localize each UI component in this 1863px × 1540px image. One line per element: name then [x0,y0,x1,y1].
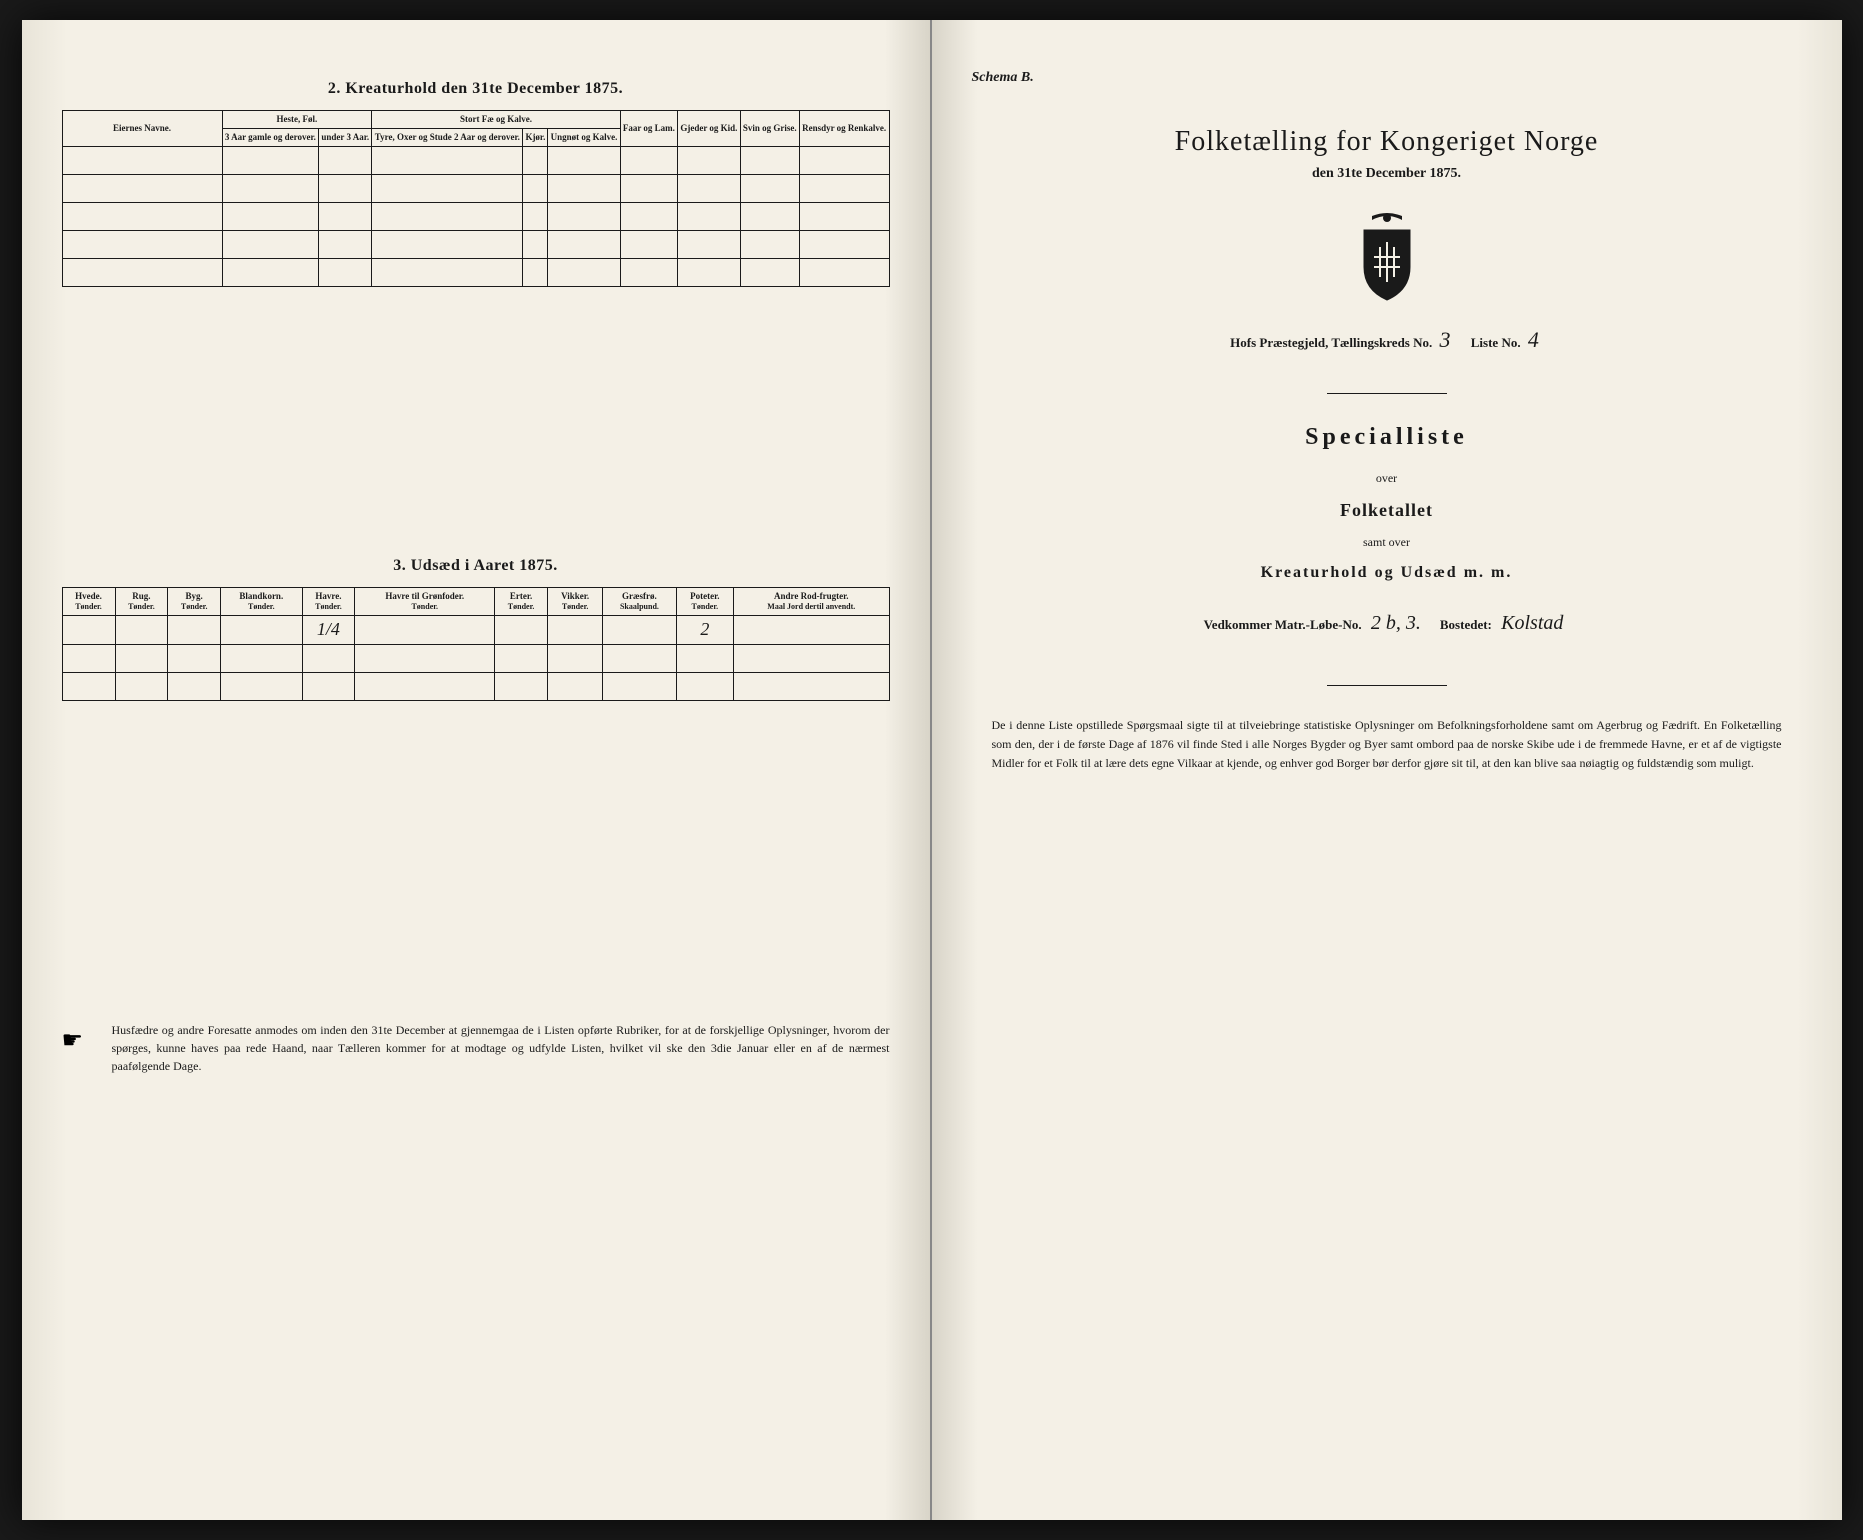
col-eier: Eiernes Navne. [62,111,222,147]
book-spread: 2. Kreaturhold den 31te December 1875. E… [22,20,1842,1520]
divider [1327,393,1447,394]
section2-title: 2. Kreaturhold den 31te December 1875. [62,80,890,98]
section3-title: 3. Udsæd i Aaret 1875. [62,557,890,575]
divider [1327,685,1447,686]
table-row [62,202,889,230]
col-fae: Stort Fæ og Kalve. [372,111,620,129]
kreatur-title: Kreaturhold og Udsæd m. m. [972,564,1802,582]
specialliste-title: Specialliste [972,424,1802,451]
title-block: Folketælling for Kongeriget Norge den 31… [972,126,1802,182]
col-heste-b: under 3 Aar. [319,128,372,146]
sub-date: den 31te December 1875. [972,166,1802,182]
table-row [62,174,889,202]
liste-label: Liste No. [1471,335,1521,350]
meta-line: Hofs Præstegjeld, Tællingskreds No. 3 Li… [972,327,1802,353]
val-poteter: 2 [676,616,733,645]
col-fae-b: Kjør. [523,128,548,146]
praestegjeld-label: Hofs Præstegjeld, Tællingskreds No. [1230,335,1432,350]
col-poteter: Poteter.Tønder. [676,587,733,616]
footnote-text: Husfædre og andre Foresatte anmodes om i… [112,1023,890,1073]
col-faar: Faar og Lam. [620,111,677,147]
crest-icon [972,212,1802,307]
table-row [62,672,889,700]
col-byg: Byg.Tønder. [168,587,221,616]
udsad-data-row: 1/4 2 [62,616,889,645]
kreds-no: 3 [1440,327,1451,352]
col-blandkorn: Blandkorn.Tønder. [221,587,302,616]
vedkommer-line: Vedkommer Matr.-Løbe-No. 2 b, 3. Bostede… [972,612,1802,635]
left-footnote: ☛ Husfædre og andre Foresatte anmodes om… [62,1021,890,1075]
vedkommer-label-b: Bostedet: [1440,617,1492,632]
right-footnote: De i denne Liste opstillede Spørgsmaal s… [972,716,1802,774]
col-fae-a: Tyre, Oxer og Stude 2 Aar og derover. [372,128,523,146]
col-heste-a: 3 Aar gamle og derover. [222,128,319,146]
col-gjeder: Gjeder og Kid. [678,111,741,147]
table-row [62,146,889,174]
matr-no: 2 b, 3. [1371,612,1421,634]
udsad-table: Hvede.Tønder. Rug.Tønder. Byg.Tønder. Bl… [62,587,890,701]
col-fae-c: Ungnøt og Kalve. [548,128,620,146]
col-erter: Erter.Tønder. [495,587,548,616]
col-rodfrugter: Andre Rod-frugter.Maal Jord dertil anven… [734,587,889,616]
col-rug: Rug.Tønder. [115,587,168,616]
left-page: 2. Kreaturhold den 31te December 1875. E… [22,20,932,1520]
main-title: Folketælling for Kongeriget Norge [972,126,1802,158]
vedkommer-label-a: Vedkommer Matr.-Løbe-No. [1204,617,1362,632]
folketallet-title: Folketallet [972,500,1802,521]
kreatur-table: Eiernes Navne. Heste, Føl. Stort Fæ og K… [62,110,890,287]
table-row [62,230,889,258]
schema-label: Schema B. [972,70,1802,86]
col-ren: Rensdyr og Renkalve. [799,111,889,147]
over-label: over [972,471,1802,486]
col-vikker: Vikker.Tønder. [547,587,602,616]
col-heste: Heste, Føl. [222,111,372,129]
col-havre-gron: Havre til Grønfoder.Tønder. [355,587,495,616]
samt-label: samt over [972,535,1802,550]
liste-no: 4 [1528,327,1539,352]
udsad-header-row: Hvede.Tønder. Rug.Tønder. Byg.Tønder. Bl… [62,587,889,616]
table-row [62,644,889,672]
col-svin: Svin og Grise. [740,111,799,147]
col-havre: Havre.Tønder. [302,587,355,616]
right-page: Schema B. Folketælling for Kongeriget No… [932,20,1842,1520]
col-hvede: Hvede.Tønder. [62,587,115,616]
bosted: Kolstad [1501,612,1563,634]
pointing-hand-icon: ☛ [62,1023,84,1059]
val-havre: 1/4 [302,616,355,645]
table-row [62,258,889,286]
col-graesfro: Græsfrø.Skaalpund. [603,587,676,616]
